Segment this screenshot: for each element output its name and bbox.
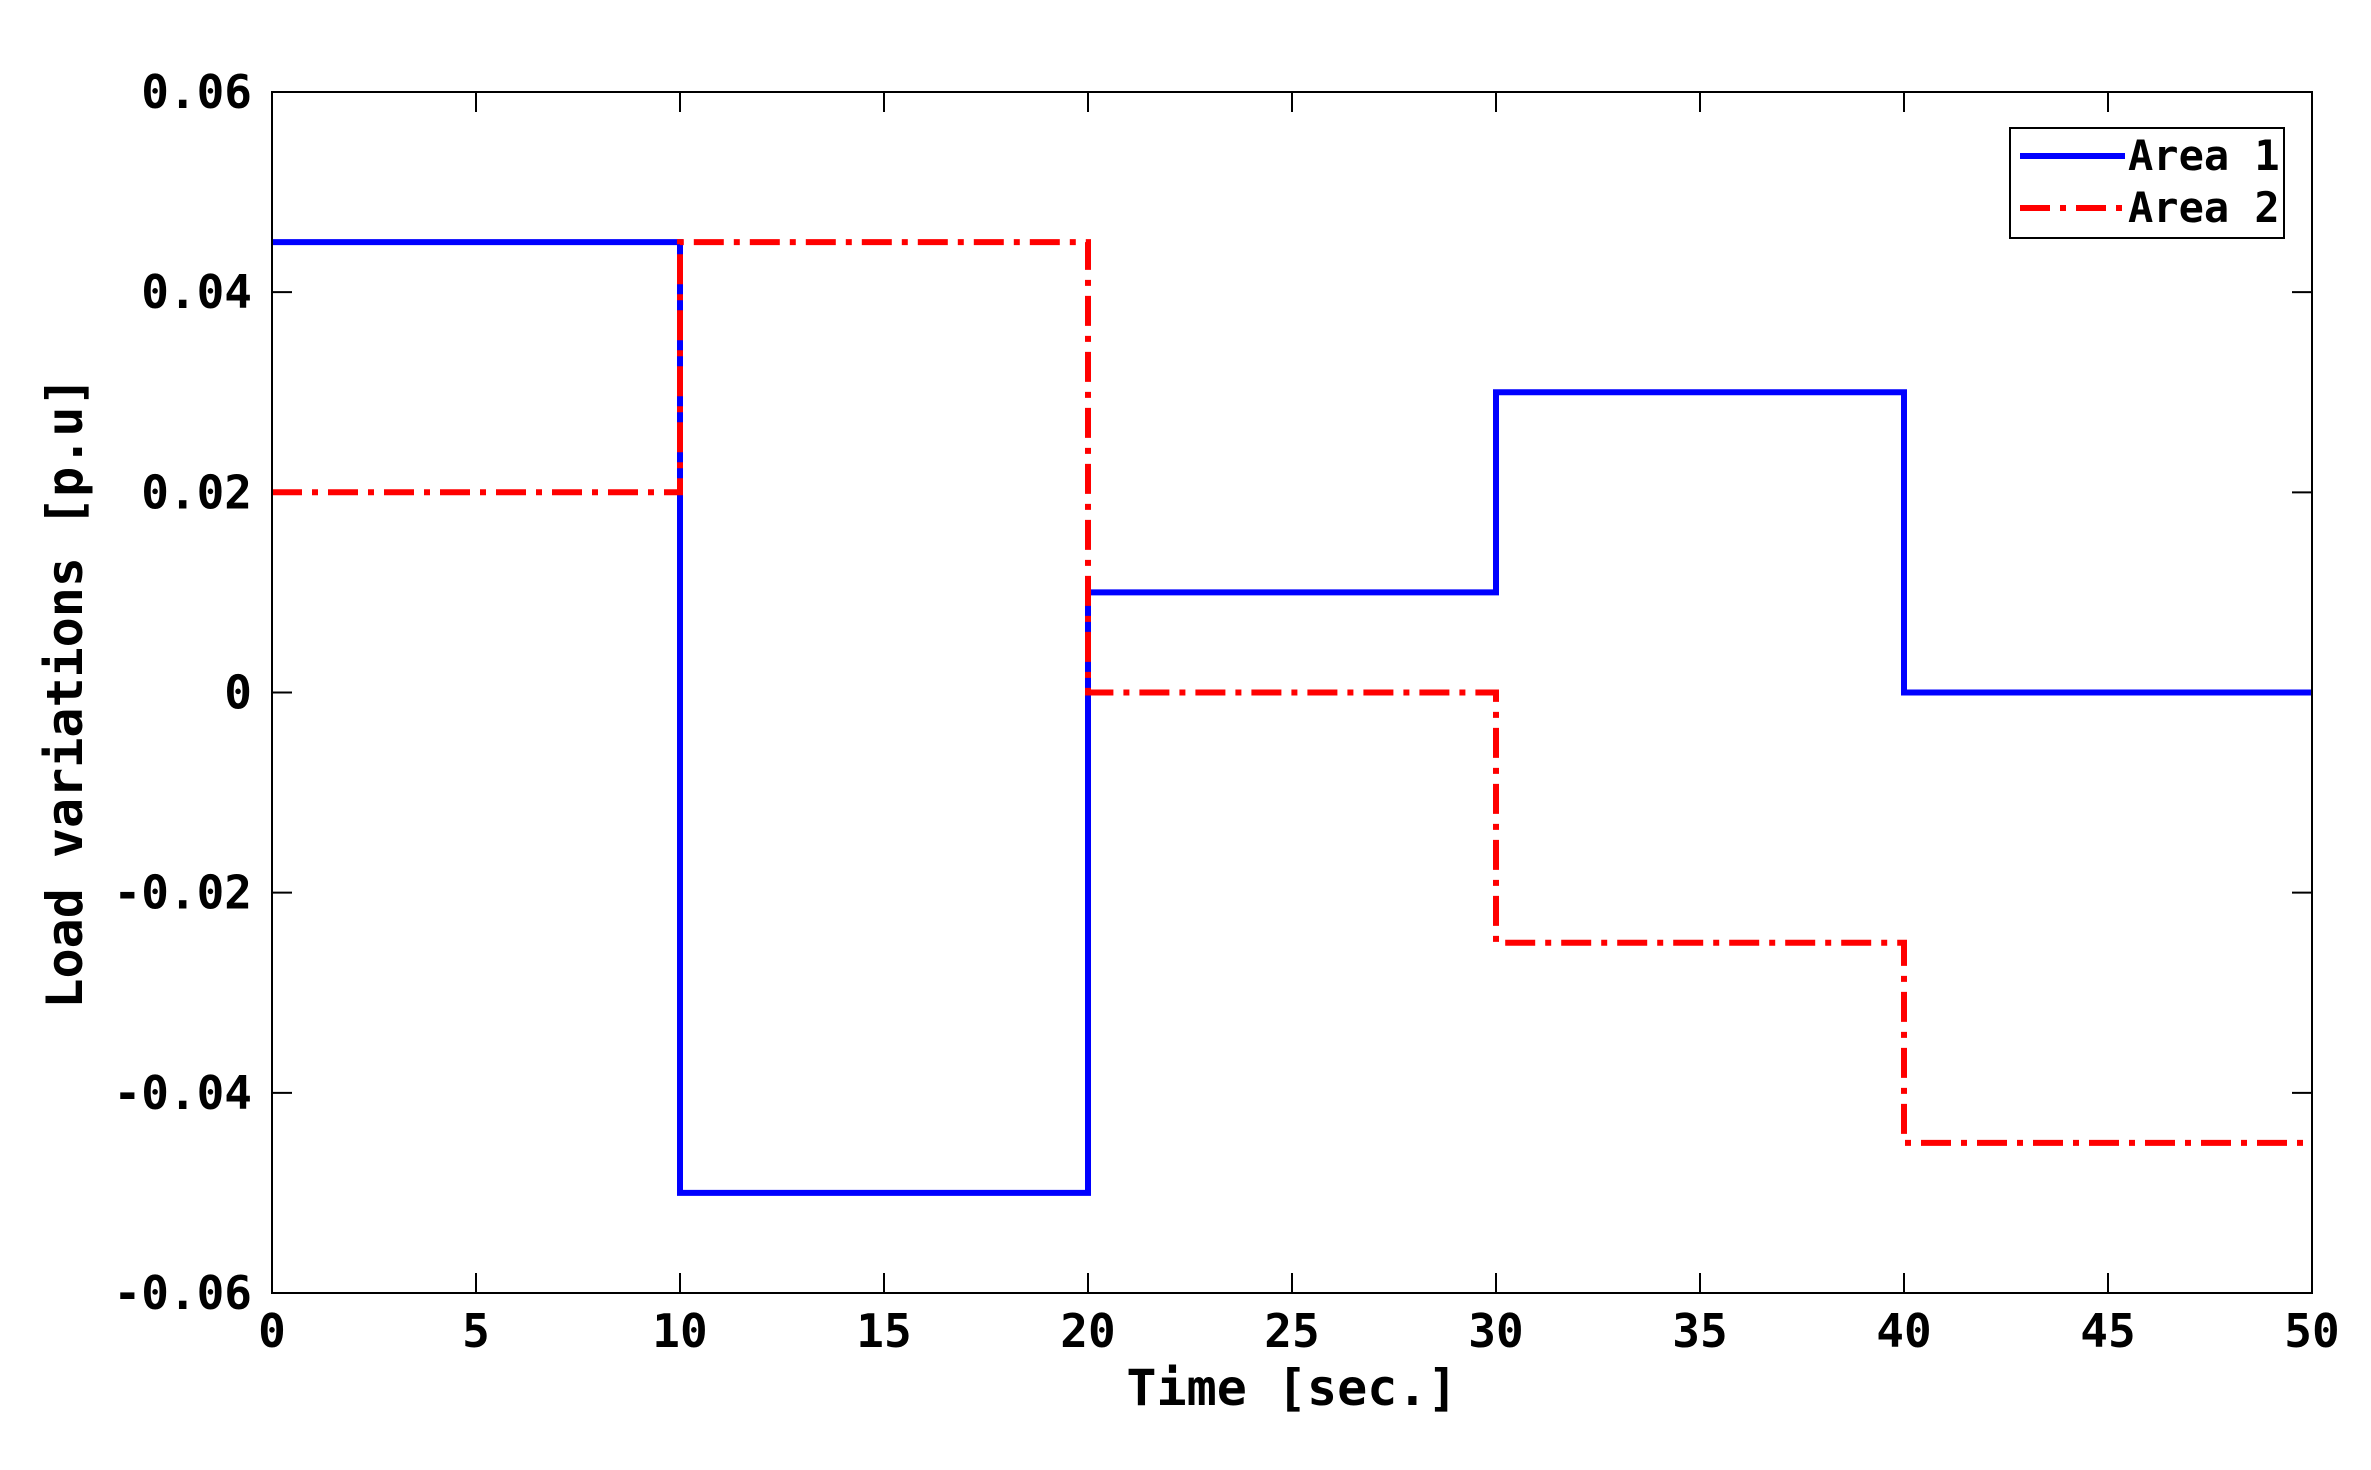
- x-tick-label: 10: [652, 1304, 707, 1358]
- plot-frame: [271, 91, 2313, 1294]
- x-axis-label: Time [sec.]: [1126, 1359, 1457, 1417]
- x-tick-label: 25: [1264, 1304, 1319, 1358]
- y-tick-label: 0: [224, 666, 252, 720]
- y-tick-label: 0.06: [141, 65, 252, 119]
- legend-label-1: Area 1: [2128, 131, 2280, 180]
- x-tick-label: 40: [1876, 1304, 1931, 1358]
- x-tick-label: 50: [2284, 1304, 2339, 1358]
- x-tick-label: 20: [1060, 1304, 1115, 1358]
- series-layer: [272, 239, 2312, 1196]
- x-tick-label: 15: [856, 1304, 911, 1358]
- y-axis-label: Load variations [p.u]: [36, 376, 94, 1008]
- y-tick-label: -0.02: [114, 866, 252, 920]
- y-tick-label: 0.04: [141, 265, 252, 319]
- y-tick-label: 0.02: [141, 465, 252, 519]
- x-tick-label: 5: [462, 1304, 490, 1358]
- x-tick-label: 0: [258, 1304, 286, 1358]
- tick-labels-layer: 0 5 10 15 20 25 30 35 40 45 50 -0.06 -0.04 -0.02 0 0.02…: [114, 65, 2340, 1358]
- y-tick-label: -0.04: [114, 1066, 252, 1120]
- series-line-1: [272, 239, 2312, 1196]
- x-tick-label: 35: [1672, 1304, 1727, 1358]
- y-tick-label: -0.06: [114, 1266, 252, 1320]
- legend-label-2: Area 2: [2128, 183, 2280, 232]
- x-tick-label: 30: [1468, 1304, 1523, 1358]
- x-tick-label: 45: [2080, 1304, 2135, 1358]
- series-line-2: [272, 239, 2312, 1146]
- legend-box: [2009, 127, 2285, 239]
